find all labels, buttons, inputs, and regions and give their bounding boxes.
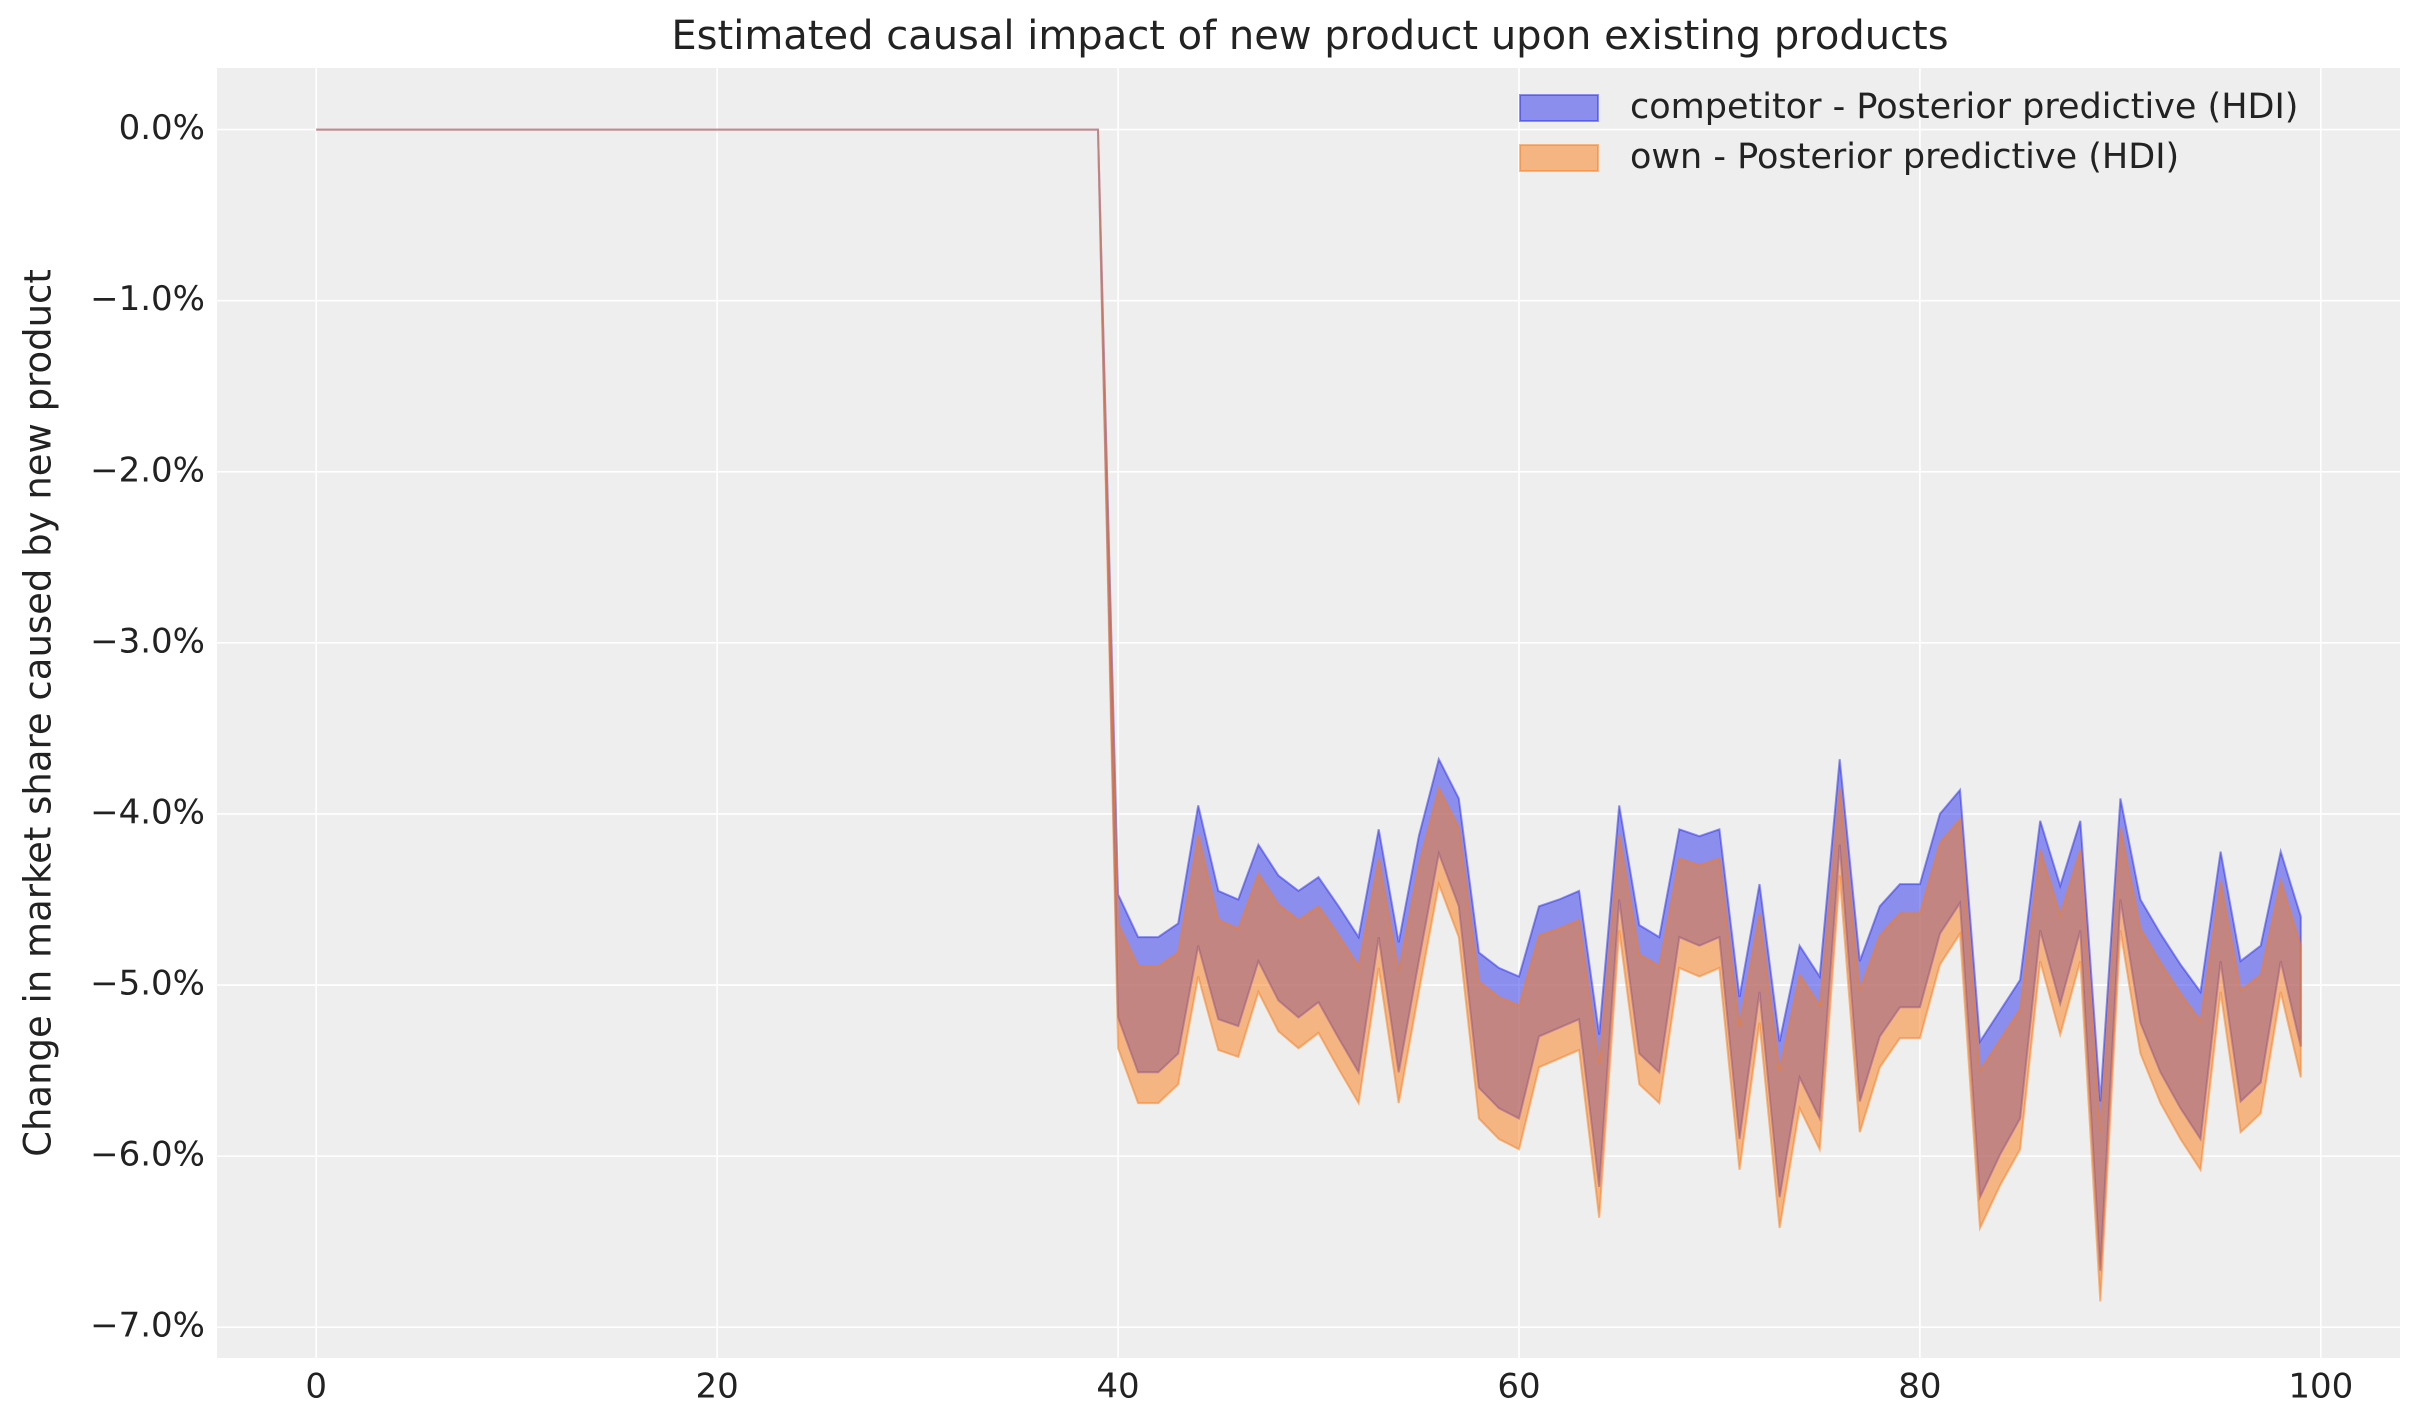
y-tick-label: −3.0% — [90, 621, 205, 661]
x-tick-label: 40 — [1096, 1367, 1139, 1407]
x-tick-label: 100 — [2288, 1367, 2353, 1407]
plot-area — [217, 68, 2400, 1358]
y-tick-label: 0.0% — [119, 108, 205, 148]
legend-swatch — [1519, 144, 1599, 172]
legend-label: own - Posterior predictive (HDI) — [1630, 137, 2179, 177]
y-tick-label: −5.0% — [90, 964, 205, 1004]
y-tick-label: −1.0% — [90, 279, 205, 319]
x-tick-label: 60 — [1497, 1367, 1540, 1407]
legend-swatch — [1519, 94, 1599, 122]
y-axis-label: Change in market share caused by new pro… — [17, 269, 60, 1157]
y-tick-label: −7.0% — [90, 1306, 205, 1346]
y-tick-label: −6.0% — [90, 1135, 205, 1175]
x-tick-label: 0 — [305, 1367, 327, 1407]
hdi-band — [316, 128, 2302, 1302]
legend-label: competitor - Posterior predictive (HDI) — [1630, 87, 2298, 127]
x-tick-label: 20 — [696, 1367, 739, 1407]
chart-title: Estimated causal impact of new product u… — [671, 13, 1948, 59]
y-tick-label: −4.0% — [90, 792, 205, 832]
y-tick-label: −2.0% — [90, 450, 205, 490]
x-tick-label: 80 — [1898, 1367, 1941, 1407]
